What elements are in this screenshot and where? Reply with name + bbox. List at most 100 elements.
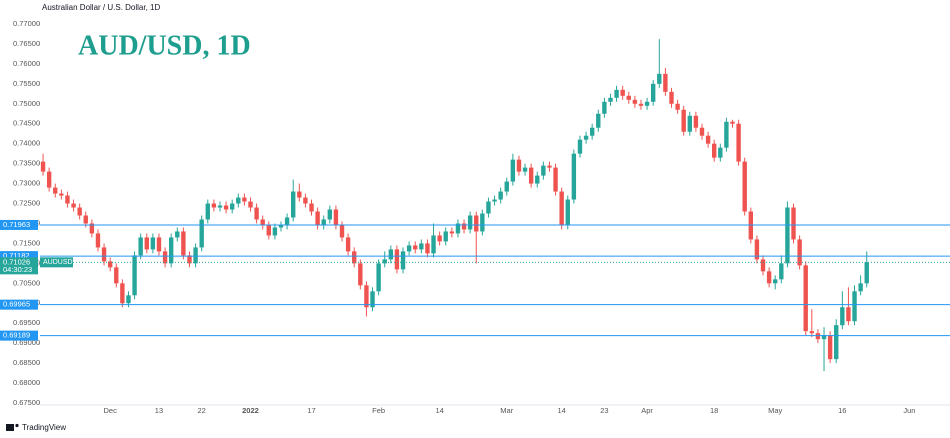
candle bbox=[657, 39, 662, 88]
candle-body bbox=[168, 237, 174, 264]
candle bbox=[608, 93, 613, 106]
candle bbox=[687, 111, 692, 136]
candle bbox=[602, 97, 607, 118]
candle-body bbox=[364, 285, 369, 308]
y-tick-label: 0.74000 bbox=[13, 139, 40, 148]
candle bbox=[760, 255, 766, 276]
candle bbox=[681, 105, 686, 136]
candle bbox=[785, 201, 790, 268]
candle-body bbox=[779, 263, 784, 280]
logo-dot bbox=[15, 423, 19, 428]
candle-body bbox=[223, 205, 229, 210]
candle bbox=[827, 331, 833, 364]
candle-body bbox=[547, 165, 552, 168]
candle-body bbox=[480, 213, 485, 232]
candle-body bbox=[400, 251, 406, 270]
candle-body bbox=[565, 199, 570, 226]
symbol-label: AUDUSD bbox=[43, 259, 73, 266]
candle-body bbox=[278, 225, 284, 228]
candle-body bbox=[425, 243, 430, 254]
candle-body bbox=[65, 195, 70, 204]
x-tick-label: Dec bbox=[103, 406, 117, 415]
candle bbox=[46, 167, 52, 192]
candle-body bbox=[852, 291, 857, 322]
candle bbox=[852, 285, 857, 326]
candle-body bbox=[352, 251, 357, 264]
candle-body bbox=[632, 99, 638, 104]
candle-body bbox=[333, 209, 339, 226]
candle bbox=[95, 229, 101, 252]
y-tick-label: 0.75500 bbox=[13, 79, 40, 88]
candle bbox=[272, 223, 278, 240]
candle-body bbox=[59, 193, 64, 196]
candle-body bbox=[388, 249, 394, 260]
candle-body bbox=[309, 203, 314, 212]
candle-body bbox=[669, 91, 674, 104]
x-tick-label: 17 bbox=[307, 406, 315, 415]
candle bbox=[626, 91, 631, 104]
candle-body bbox=[254, 207, 259, 220]
y-tick-label: 0.68500 bbox=[13, 358, 40, 367]
candle-body bbox=[53, 187, 58, 194]
candle-body bbox=[858, 283, 863, 292]
candle-body bbox=[217, 205, 223, 208]
candle bbox=[724, 117, 729, 152]
candle bbox=[437, 231, 442, 246]
candle-body bbox=[712, 143, 717, 158]
level-label-box bbox=[0, 219, 38, 230]
candle bbox=[114, 263, 119, 288]
candle-body bbox=[303, 197, 308, 204]
chart-annotation: AUD/USD, 1D bbox=[78, 30, 251, 61]
candle bbox=[541, 161, 546, 180]
candle-body bbox=[620, 89, 625, 96]
candle bbox=[638, 99, 644, 110]
candle-body bbox=[382, 259, 387, 264]
candle-body bbox=[864, 262, 869, 284]
candle bbox=[376, 259, 381, 296]
candle-body bbox=[516, 159, 522, 172]
candle bbox=[730, 119, 735, 128]
candle-body bbox=[486, 201, 491, 214]
candle bbox=[303, 193, 308, 208]
candle-body bbox=[101, 247, 107, 262]
candle-body bbox=[284, 217, 290, 226]
candle bbox=[53, 183, 58, 198]
candle-body bbox=[77, 207, 82, 216]
y-tick-label: 0.74500 bbox=[13, 119, 40, 128]
candle bbox=[187, 251, 192, 268]
candle-body bbox=[248, 201, 253, 208]
candle bbox=[553, 163, 558, 196]
candle-body bbox=[699, 127, 705, 136]
candle bbox=[858, 275, 863, 296]
candle-body bbox=[132, 255, 137, 296]
x-tick-label: 14 bbox=[557, 406, 565, 415]
candle-body bbox=[95, 233, 101, 248]
candle bbox=[834, 319, 839, 364]
candle bbox=[742, 157, 747, 216]
candle bbox=[352, 247, 357, 268]
y-tick-label: 0.77000 bbox=[13, 19, 40, 28]
candle-body bbox=[370, 291, 375, 308]
footer-brand: TradingView bbox=[22, 423, 66, 432]
last-price-label: 0.71026 bbox=[3, 257, 30, 266]
candle-body bbox=[211, 203, 217, 208]
candle-body bbox=[297, 191, 302, 198]
y-tick-label: 0.72500 bbox=[13, 199, 40, 208]
candle bbox=[675, 99, 680, 114]
level-label: 0.69189 bbox=[3, 331, 30, 340]
candle bbox=[278, 221, 284, 232]
candle-body bbox=[724, 121, 729, 148]
candle bbox=[327, 205, 333, 224]
candle bbox=[809, 309, 815, 338]
candle-body bbox=[89, 223, 95, 234]
candle-body bbox=[840, 307, 845, 326]
candle bbox=[821, 327, 827, 372]
candle-body bbox=[413, 245, 418, 250]
y-tick-label: 0.69500 bbox=[13, 318, 40, 327]
candle bbox=[260, 215, 265, 230]
candle bbox=[284, 213, 290, 230]
candle bbox=[840, 291, 845, 330]
candle-body bbox=[394, 249, 400, 270]
candle bbox=[162, 247, 168, 268]
candle-body bbox=[846, 307, 851, 322]
